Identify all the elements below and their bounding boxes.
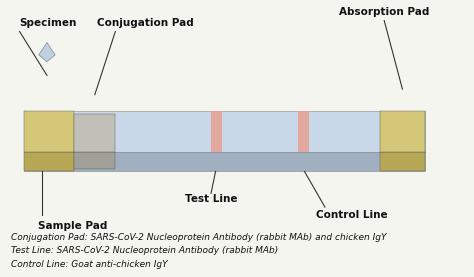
Text: Test Line: SARS-CoV-2 Nucleoprotein Antibody (rabbit MAb): Test Line: SARS-CoV-2 Nucleoprotein Anti… — [10, 247, 278, 255]
FancyBboxPatch shape — [74, 114, 115, 152]
Text: Sample Pad: Sample Pad — [38, 221, 107, 231]
Text: Specimen: Specimen — [19, 18, 77, 28]
Text: Conjugation Pad: Conjugation Pad — [97, 18, 194, 28]
Polygon shape — [380, 152, 425, 171]
Polygon shape — [24, 152, 74, 171]
FancyBboxPatch shape — [380, 111, 425, 152]
Polygon shape — [39, 43, 55, 62]
FancyBboxPatch shape — [24, 111, 425, 152]
Text: Conjugation Pad: SARS-CoV-2 Nucleoprotein Antibody (rabbit MAb) and chicken IgY: Conjugation Pad: SARS-CoV-2 Nucleoprotei… — [10, 233, 386, 242]
FancyBboxPatch shape — [211, 111, 222, 152]
Polygon shape — [24, 152, 425, 171]
Text: Control Line: Control Line — [316, 210, 387, 220]
FancyBboxPatch shape — [24, 111, 74, 152]
FancyBboxPatch shape — [298, 111, 309, 152]
Polygon shape — [74, 152, 115, 169]
Text: Absorption Pad: Absorption Pad — [339, 7, 429, 17]
Text: Test Line: Test Line — [185, 194, 237, 204]
Text: Control Line: Goat anti-chicken IgY: Control Line: Goat anti-chicken IgY — [10, 260, 167, 269]
